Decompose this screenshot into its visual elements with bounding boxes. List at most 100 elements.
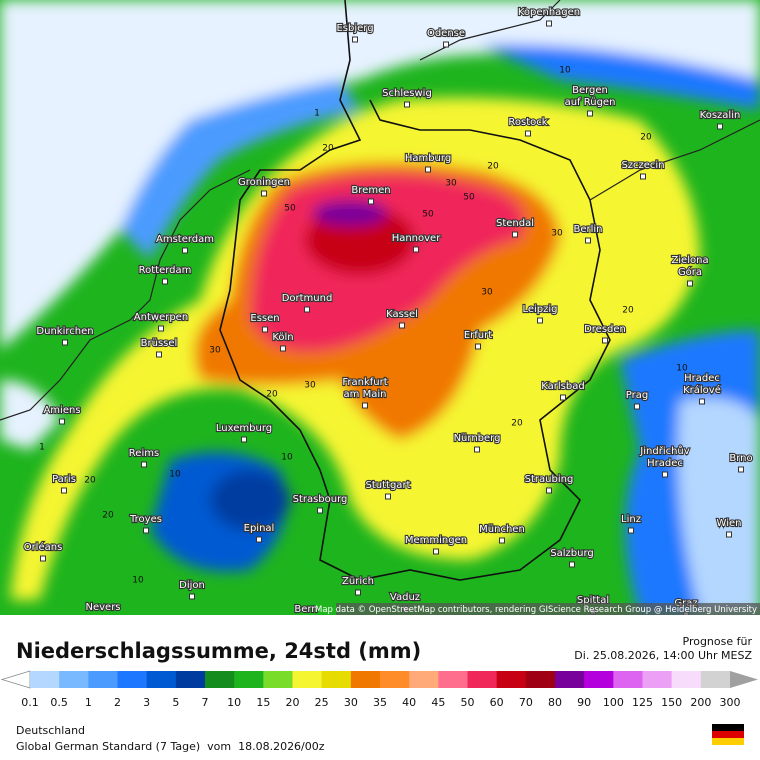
city-label: Prag (626, 390, 648, 401)
city-marker (362, 402, 368, 409)
city-marker (40, 555, 46, 562)
city-marker (699, 398, 705, 405)
city-label: Hradec (684, 373, 720, 384)
city-label: Kassel (386, 309, 418, 320)
city-marker (525, 130, 531, 137)
legend-label: 15 (256, 696, 270, 709)
legend-swatch (234, 671, 264, 688)
city-label: Zürich (342, 576, 374, 587)
contour-label: 50 (463, 193, 475, 203)
legend-swatch (700, 671, 731, 688)
legend-swatch (467, 671, 498, 688)
legend-label: 50 (461, 696, 475, 709)
city-label: Szczecin (621, 160, 664, 171)
city-marker (261, 190, 267, 197)
city-label: Erfurt (464, 330, 492, 341)
contour-label: 50 (422, 210, 434, 220)
legend-label: 45 (431, 696, 445, 709)
city-marker (640, 173, 646, 180)
city-label: München (479, 524, 525, 535)
legend-swatch (584, 671, 614, 688)
city-marker (499, 537, 505, 544)
city-label: Hradec (647, 458, 683, 469)
city-label: Karlsbad (541, 381, 584, 392)
contour-label: 20 (322, 144, 334, 154)
city-labels: Esbjerg Odense Kopenhagen Schleswig Bergenau… (23, 6, 754, 615)
contour-label: 10 (281, 453, 293, 463)
city-marker (317, 507, 323, 514)
city-label: Zielona (671, 255, 708, 266)
legend-swatch (205, 671, 235, 688)
attribution: Map data © OpenStreetMap contributors, r… (315, 605, 757, 615)
model: Global German Standard (7 Tage) vom 18.0… (16, 740, 325, 753)
city-marker (560, 394, 566, 401)
contour-label: 1 (39, 443, 45, 453)
city-marker (189, 593, 195, 600)
legend-swatch (292, 671, 323, 688)
contour-label: 50 (284, 204, 296, 214)
city-label: Stuttgart (366, 480, 411, 491)
contour-label: 10 (676, 364, 688, 374)
city-marker (425, 166, 431, 173)
city-marker (352, 36, 358, 43)
city-label: Hamburg (405, 153, 451, 164)
contour-label: 20 (487, 162, 499, 172)
city-label: Dunkirchen (36, 326, 93, 337)
flag (712, 724, 744, 745)
legend-swatch (88, 671, 118, 688)
city-label: Dortmund (282, 293, 333, 304)
city-marker (628, 527, 634, 534)
city-label: Odense (427, 28, 465, 39)
legend-swatch (409, 671, 439, 688)
city-label: Králové (683, 384, 721, 396)
city-label: Memmingen (405, 535, 467, 546)
city-marker (537, 317, 543, 324)
legend-label: 30 (344, 696, 358, 709)
city-label: Epinal (244, 523, 275, 534)
legend-label: 25 (315, 696, 329, 709)
city-label: Brno (729, 453, 752, 464)
city-label: Amiens (43, 405, 80, 416)
city-label: Koszalin (700, 110, 741, 121)
legend-swatch (525, 671, 556, 688)
city-label: Antwerpen (134, 312, 188, 323)
legend-swatch (438, 671, 468, 688)
city-label: Rostock (508, 117, 547, 128)
city-label: Leipzig (522, 304, 557, 315)
city-marker (474, 446, 480, 453)
city-marker (475, 343, 481, 350)
city-label: Nürnberg (454, 433, 501, 444)
legend-label: 3 (143, 696, 150, 709)
city-label: Reims (129, 448, 159, 459)
contour-label: 1 (314, 109, 320, 119)
legend-label: 90 (577, 696, 591, 709)
contour-label: 30 (481, 288, 493, 298)
legend-label: 2 (114, 696, 121, 709)
contour-label: 30 (304, 381, 316, 391)
city-marker (717, 123, 723, 130)
legend-swatch (613, 671, 643, 688)
city-marker (634, 403, 640, 410)
city-label: Groningen (238, 177, 290, 188)
city-label: Hannover (392, 233, 442, 244)
legend-swatch (30, 671, 60, 688)
city-marker (726, 531, 732, 538)
contour-label: 20 (622, 306, 634, 316)
contour-label: 30 (551, 229, 563, 239)
city-label: Góra (678, 266, 702, 278)
legend-label: 125 (632, 696, 653, 709)
city-marker (385, 493, 391, 500)
legend-label: 20 (286, 696, 300, 709)
attribution-bg (336, 603, 760, 615)
legend-label: 80 (548, 696, 562, 709)
city-label: Orléans (24, 541, 63, 553)
legend-swatch (671, 671, 702, 688)
city-marker (512, 231, 518, 238)
legend-label: 7 (202, 696, 209, 709)
legend-swatch (263, 671, 293, 688)
forecast-time: Di. 25.08.2026, 14:00 Uhr MESZ (574, 649, 752, 662)
city-marker (687, 280, 693, 287)
city-marker (158, 325, 164, 332)
legend-swatch (117, 671, 148, 688)
legend-label: 1 (85, 696, 92, 709)
